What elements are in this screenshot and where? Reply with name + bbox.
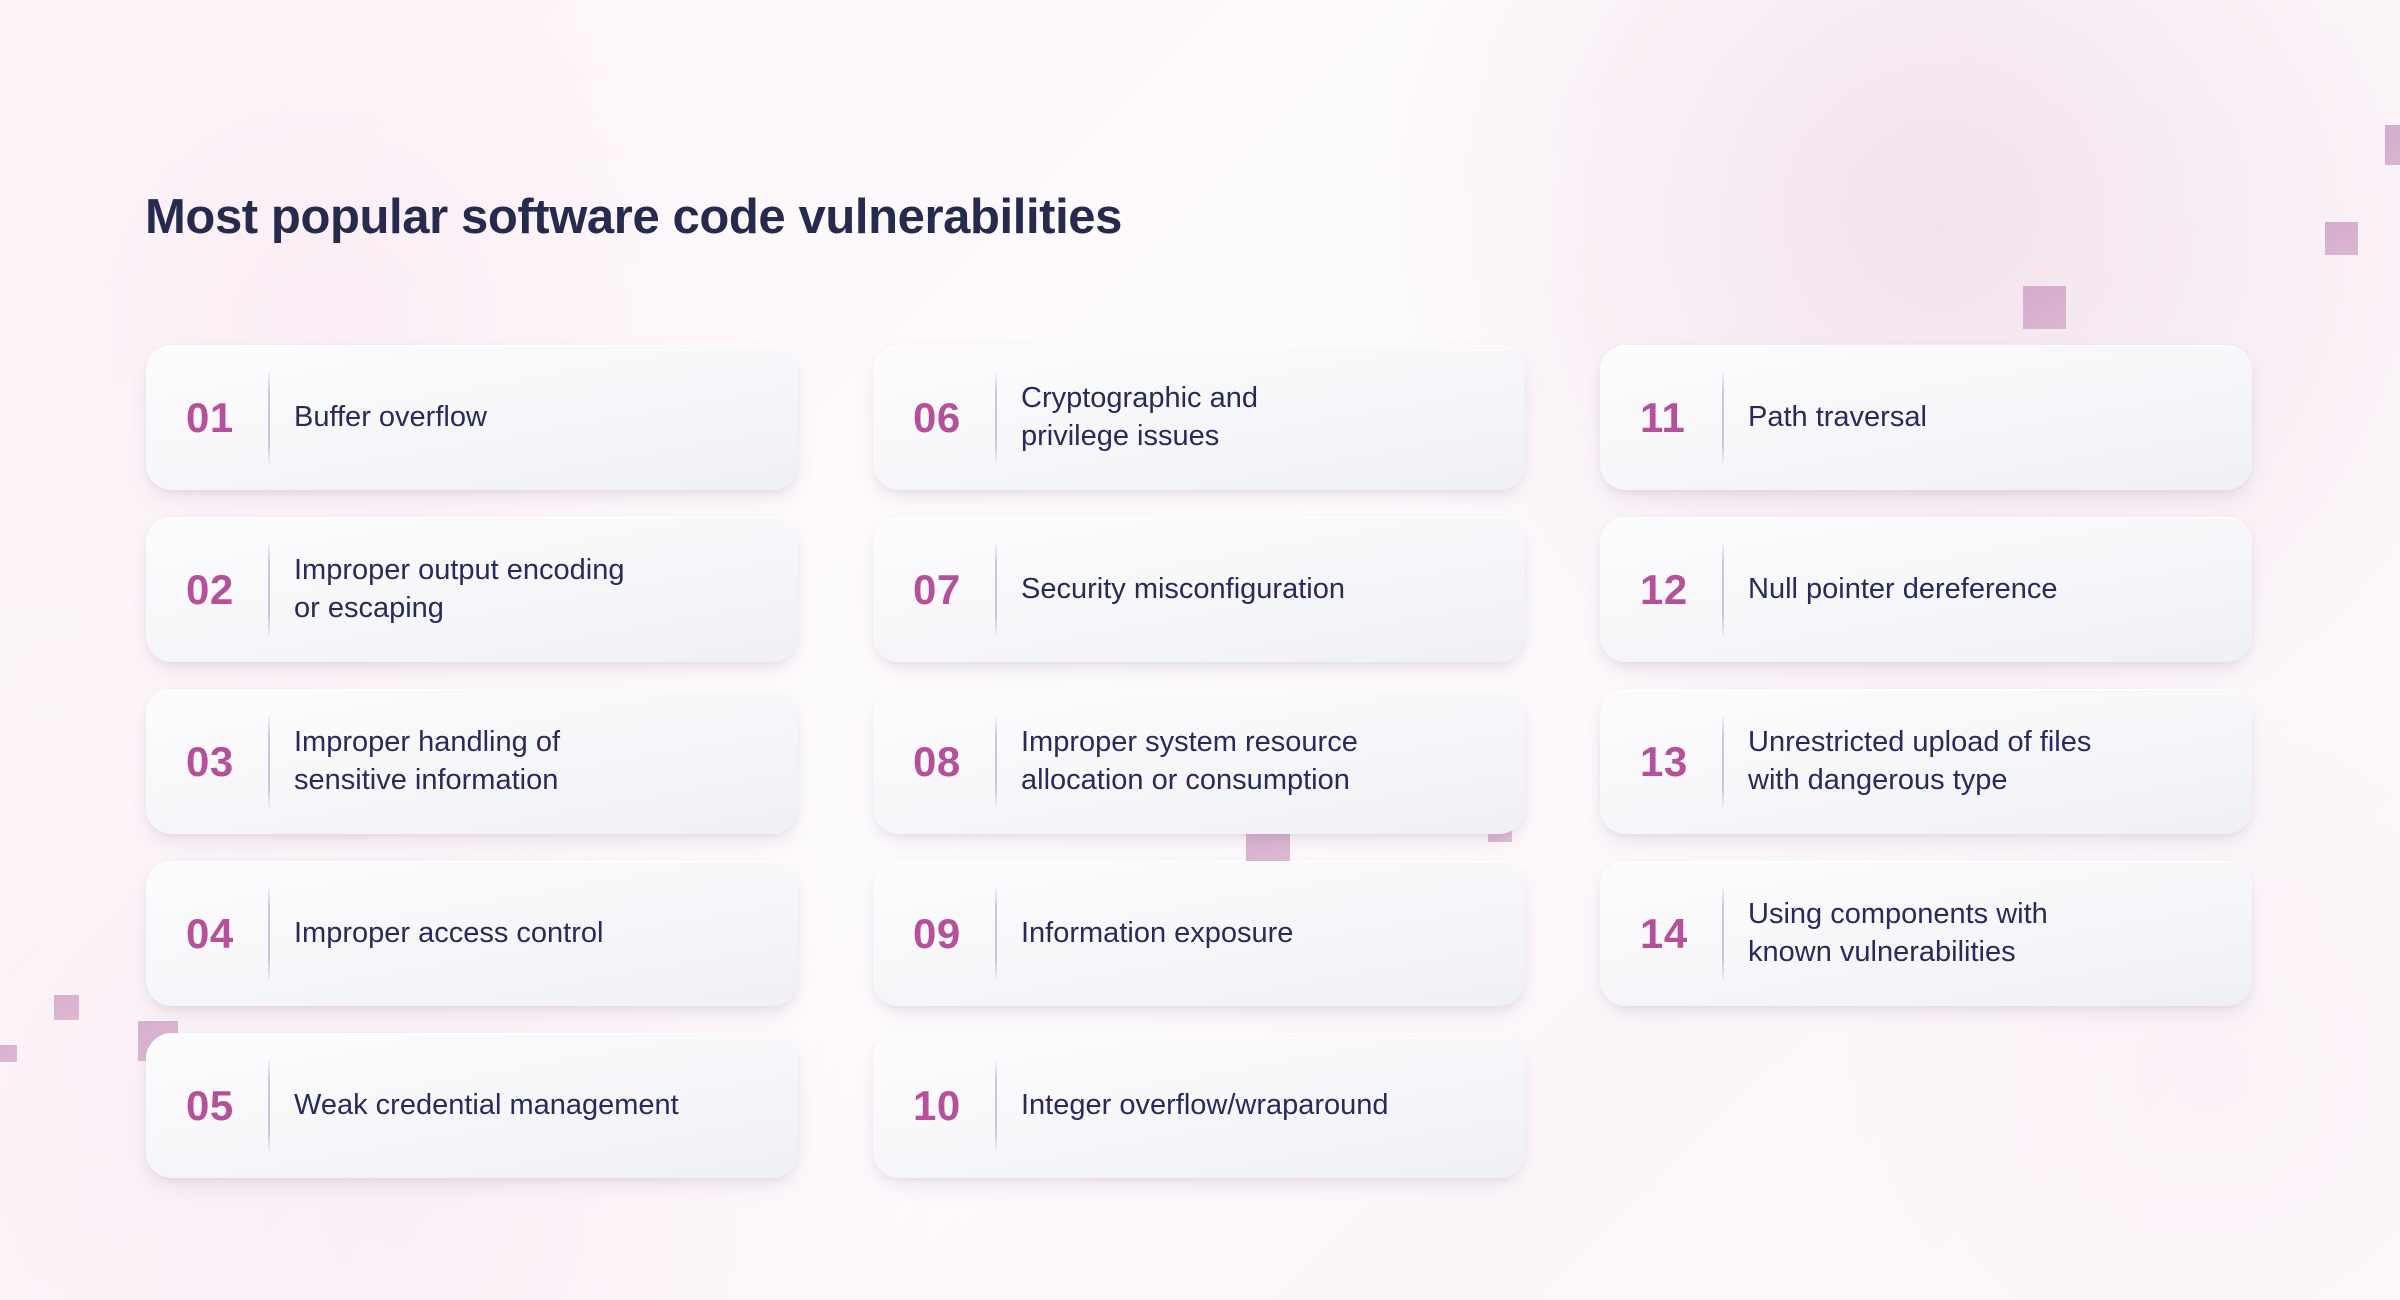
decorative-square — [2385, 125, 2400, 165]
card-label: Integer overflow/wraparound — [1021, 1088, 1389, 1121]
vulnerability-card[interactable]: 12 Null pointer dereference — [1600, 517, 2252, 662]
card-divider — [995, 715, 997, 808]
vulnerability-card[interactable]: 09 Information exposure — [873, 861, 1525, 1006]
decorative-square — [2325, 222, 2358, 255]
vulnerability-card-grid: 01 Buffer overflow 06 Cryptographic and pri… — [146, 345, 2254, 1178]
vulnerability-card[interactable]: 04 Improper access control — [146, 861, 798, 1006]
card-divider — [1722, 887, 1724, 980]
vulnerability-card[interactable]: 01 Buffer overflow — [146, 345, 798, 490]
card-label: Using components with known vulnerabilit… — [1748, 898, 2048, 968]
card-number: 09 — [913, 909, 961, 957]
decorative-square — [54, 995, 79, 1020]
card-label: Information exposure — [1021, 916, 1294, 949]
page-title: Most popular software code vulnerabiliti… — [145, 189, 1123, 244]
card-divider — [1722, 715, 1724, 808]
card-label: Null pointer dereference — [1748, 572, 2058, 605]
vulnerability-card[interactable]: 10 Integer overflow/wraparound — [873, 1033, 1525, 1178]
card-number: 05 — [186, 1081, 234, 1129]
decorative-square — [2023, 286, 2066, 329]
vulnerability-card[interactable]: 02 Improper output encoding or escaping — [146, 517, 798, 662]
card-label: Path traversal — [1748, 400, 1927, 433]
card-label: Buffer overflow — [294, 400, 487, 433]
card-number: 07 — [913, 565, 961, 613]
card-number: 13 — [1640, 737, 1688, 785]
card-number: 10 — [913, 1081, 961, 1129]
card-label: Security misconfiguration — [1021, 572, 1345, 605]
vulnerability-card[interactable]: 05 Weak credential management — [146, 1033, 798, 1178]
card-label: Improper access control — [294, 916, 604, 949]
vulnerability-card[interactable]: 06 Cryptographic and privilege issues — [873, 345, 1525, 490]
vulnerability-card[interactable]: 07 Security misconfiguration — [873, 517, 1525, 662]
card-label: Improper system resource allocation or c… — [1021, 726, 1358, 796]
card-number: 06 — [913, 393, 961, 441]
card-number: 04 — [186, 909, 234, 957]
card-number: 14 — [1640, 909, 1688, 957]
vulnerability-card[interactable]: 13 Unrestricted upload of files with dang… — [1600, 689, 2252, 834]
card-divider — [1722, 371, 1724, 464]
card-label: Improper output encoding or escaping — [294, 554, 625, 624]
card-divider — [268, 715, 270, 808]
vulnerability-card[interactable]: 08 Improper system resource allocation or… — [873, 689, 1525, 834]
vulnerability-card[interactable]: 11 Path traversal — [1600, 345, 2252, 490]
card-label: Improper handling of sensitive informati… — [294, 726, 560, 796]
card-divider — [995, 371, 997, 464]
decorative-square — [0, 1045, 17, 1062]
card-number: 11 — [1640, 393, 1686, 441]
card-number: 02 — [186, 565, 234, 613]
card-divider — [995, 887, 997, 980]
card-divider — [268, 371, 270, 464]
card-number: 12 — [1640, 565, 1688, 613]
card-label: Unrestricted upload of files with danger… — [1748, 726, 2092, 796]
card-number: 01 — [186, 393, 234, 441]
card-label: Cryptographic and privilege issues — [1021, 382, 1258, 452]
card-divider — [995, 543, 997, 636]
card-divider — [995, 1059, 997, 1152]
card-divider — [1722, 543, 1724, 636]
card-number: 08 — [913, 737, 961, 785]
vulnerability-card[interactable]: 14 Using components with known vulnerabil… — [1600, 861, 2252, 1006]
card-number: 03 — [186, 737, 234, 785]
card-divider — [268, 887, 270, 980]
vulnerability-card[interactable]: 03 Improper handling of sensitive informa… — [146, 689, 798, 834]
card-divider — [268, 543, 270, 636]
card-divider — [268, 1059, 270, 1152]
card-label: Weak credential management — [294, 1088, 679, 1121]
